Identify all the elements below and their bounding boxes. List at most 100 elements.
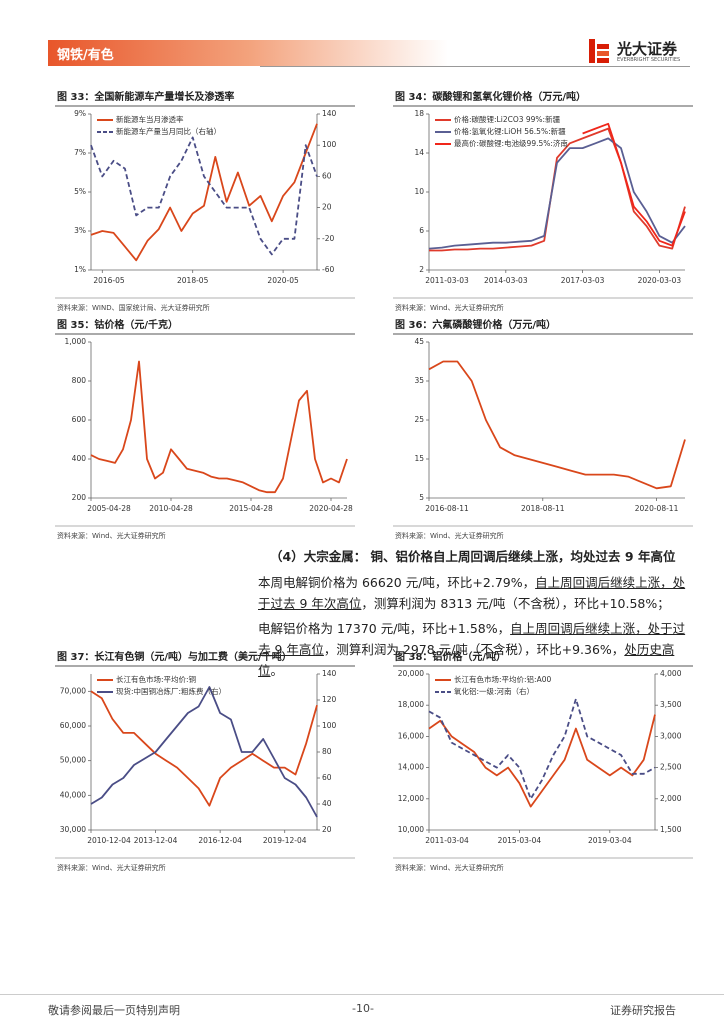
y-tick-label: 10 [414,187,424,196]
y-tick-label: 6 [419,226,424,235]
chart: 图 34：碳酸锂和氢氧化锂价格（万元/吨） 资料来源：Wind、光大证券研究所 2 6… [393,90,693,312]
x-tick-label: 2020-03-03 [638,276,682,285]
footer-rule [0,994,724,995]
y2-tick-label: 100 [322,721,337,730]
footer-left: 敬请参阅最后一页特别声明 [48,1004,180,1017]
text-run: 处历史高位 [258,642,675,678]
x-tick-label: 2014-03-03 [484,276,528,285]
x-tick-label: 2020-05 [267,276,299,285]
series-line [90,136,318,256]
y-tick-label: 18,000 [398,700,424,709]
section-label: 钢铁/有色 [57,48,114,63]
y-tick-label: 14,000 [398,763,424,772]
chart: 图 33：全国新能源车产量增长及渗透率资料来源：WIND、国家统计局、光大证券研… [55,90,355,312]
chart-box: 图 37：长江有色铜（元/吨）与加工费（美元/千吨） 资料来源：Wind、光大证券… [55,648,355,877]
y-tick-label: 400 [72,454,87,463]
y2-tick-label: 20 [322,825,332,834]
x-tick-label: 2019-12-04 [263,836,307,845]
y-tick-label: 25 [414,415,424,424]
chart-source: 资料来源：Wind、光大证券研究所 [395,531,504,540]
x-tick-label: 2019-03-04 [588,836,632,845]
body-text: 本周电解铜价格为 66620 元/吨，环比+2.79%，自上周回调后继续上涨，处… [258,572,692,685]
chart-box: 图 38：铝价格（元/吨） 资料来源：Wind、光大证券研究所 10,000 12,0… [393,648,693,877]
legend-label: 价格:氢氧化锂:LiOH 56.5%:新疆 [454,126,566,136]
chart-source: 资料来源：Wind、光大证券研究所 [395,303,504,312]
y-tick-label: 7% [74,148,86,157]
legend-label: 长江有色市场:平均价:铜 [116,674,196,684]
chart-box: 图 36：六氟磷酸锂价格（万元/吨） 资料来源：Wind、光大证券研究所 5 15 25… [393,316,693,545]
y-tick-label: 5% [74,187,86,196]
chart-title: 图 37：长江有色铜（元/吨）与加工费（美元/千吨） [57,650,292,663]
footer-right: 证券研究报告 [610,1004,676,1017]
y-tick-label: 50,000 [60,756,86,765]
paragraph: 电解铝价格为 17370 元/吨，环比+1.58%，自上周回调后继续上涨，处于过… [258,618,692,681]
legend-label: 价格:碳酸锂:Li2CO3 99%:新疆 [454,114,561,124]
x-tick-label: 2010-12-04 [87,836,131,845]
y2-tick-label: 60 [322,773,332,782]
y-tick-label: 600 [72,415,87,424]
series-line [90,690,318,807]
y-tick-label: 5 [419,493,424,502]
y2-tick-label: 40 [322,799,332,808]
chart-source: 资料来源：Wind、光大证券研究所 [57,531,166,540]
chart-title: 图 38：铝价格（元/吨） [395,650,506,663]
y2-tick-label: 140 [322,669,337,678]
x-tick-label: 2018-08-11 [521,504,565,513]
paragraph: 本周电解铜价格为 66620 元/吨，环比+2.79%，自上周回调后继续上涨，处… [258,572,692,614]
x-tick-label: 2011-03-03 [425,276,469,285]
logo-icon [589,39,609,63]
chart-title: 图 36：六氟磷酸锂价格（万元/吨） [395,318,556,331]
y2-tick-label: 120 [322,695,337,704]
chart-source: 资料来源：Wind、光大证券研究所 [395,863,504,872]
y2-tick-label: 3,500 [660,700,682,709]
chart-box: 图 35：钴价格（元/千克） 资料来源：Wind、光大证券研究所 200 400 600… [55,316,355,545]
chart: 图 38：铝价格（元/吨） 资料来源：Wind、光大证券研究所 10,000 12,0… [393,650,693,872]
y2-tick-label: 60 [322,171,332,180]
y-tick-label: 200 [72,493,87,502]
series-line [428,137,686,250]
y-tick-label: 18 [414,109,424,118]
series-line [428,360,686,490]
chart: 图 35：钴价格（元/千克） 资料来源：Wind、光大证券研究所 200 400 600… [55,318,355,540]
series-line [429,127,686,252]
y2-tick-label: 3,000 [660,731,682,740]
y-tick-label: 15 [414,454,424,463]
x-tick-label: 2013-12-04 [134,836,178,845]
series-line [90,123,318,262]
chart-title: 图 33：全国新能源车产量增长及渗透率 [57,90,234,103]
y-tick-label: 1,000 [65,337,87,346]
x-tick-label: 2016-12-04 [198,836,242,845]
chart-source: 资料来源：Wind、光大证券研究所 [57,863,166,872]
y-tick-label: 30,000 [60,825,86,834]
header-rule [260,66,690,67]
legend-label: 现货:中国铜冶炼厂:粗炼费（右） [116,686,226,696]
y2-tick-label: 1,500 [660,825,682,834]
text-run: 本周电解铜价格为 66620 元/吨，环比+2.79%， [258,575,536,590]
y2-tick-label: 4,000 [660,669,682,678]
y-tick-label: 35 [414,376,424,385]
x-tick-label: 2015-04-28 [229,504,273,513]
y-tick-label: 70,000 [60,686,86,695]
legend-label: 长江有色市场:平均价:铝:A00 [454,674,551,684]
y2-tick-label: -20 [322,234,334,243]
x-tick-label: 2015-03-04 [498,836,542,845]
series-line [90,360,348,494]
chart-source: 资料来源：WIND、国家统计局、光大证券研究所 [57,303,210,312]
y2-tick-label: -60 [322,265,334,274]
text-run: 自上周回调后继续上涨，处于过去 9 年次高位 [258,575,686,611]
chart-title: 图 34：碳酸锂和氢氧化锂价格（万元/吨） [395,90,586,103]
y-tick-label: 3% [74,226,86,235]
y-tick-label: 60,000 [60,721,86,730]
y2-tick-label: 140 [322,109,337,118]
y-tick-label: 10,000 [398,825,424,834]
x-tick-label: 2005-04-28 [87,504,131,513]
y2-tick-label: 2,500 [660,763,682,772]
text-run: ，测算利润为 2978 元/吨（不含税），环比+9.36%， [323,642,625,657]
legend-label: 氧化铝:一级:河南（右） [454,686,534,696]
x-tick-label: 2016-08-11 [425,504,469,513]
brand-en: EVERBRIGHT SECURITIES [617,57,681,63]
x-tick-label: 2011-03-04 [425,836,469,845]
x-tick-label: 2020-08-11 [635,504,679,513]
x-tick-label: 2017-03-03 [561,276,605,285]
